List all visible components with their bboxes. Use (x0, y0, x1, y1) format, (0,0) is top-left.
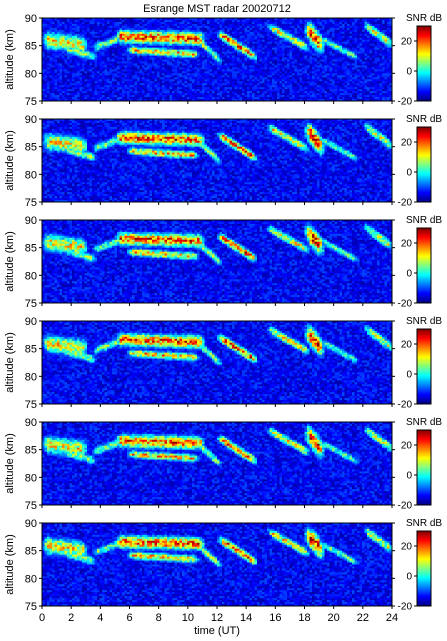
heatmap-panel-1 (42, 18, 392, 101)
